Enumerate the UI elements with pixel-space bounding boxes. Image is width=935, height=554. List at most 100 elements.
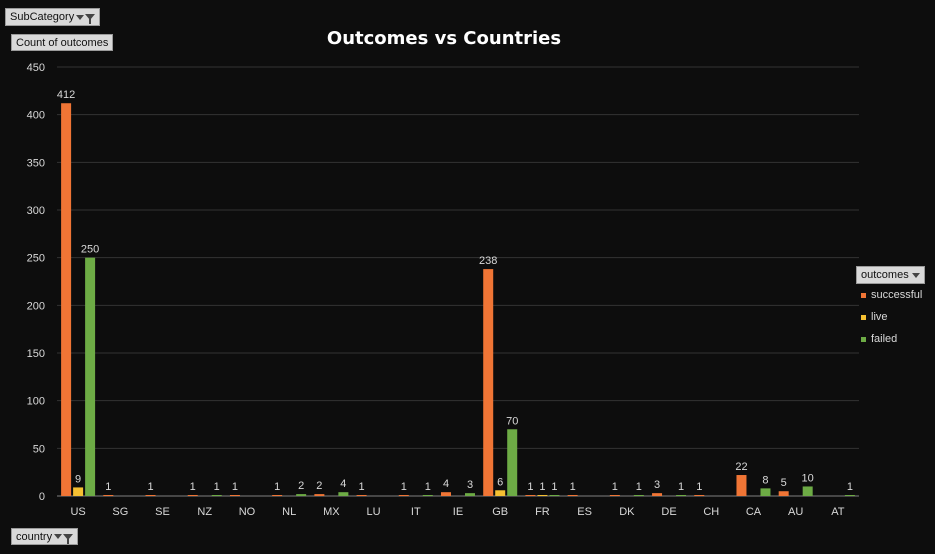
bar-live bbox=[495, 490, 506, 496]
country-axis-field-label: country bbox=[16, 530, 53, 543]
x-tick-label: NO bbox=[239, 506, 256, 518]
data-label: 1 bbox=[232, 481, 238, 493]
bar-successful bbox=[356, 495, 367, 496]
x-tick-label: MX bbox=[323, 506, 340, 518]
data-label: 1 bbox=[847, 481, 853, 493]
bar-failed bbox=[549, 495, 560, 496]
bar-successful bbox=[778, 491, 789, 496]
filter-icon bbox=[54, 533, 73, 544]
data-label: 1 bbox=[147, 481, 153, 493]
bar-successful bbox=[441, 492, 451, 496]
y-tick-label: 350 bbox=[27, 157, 45, 169]
data-label: 10 bbox=[802, 472, 814, 484]
bar-successful bbox=[398, 495, 409, 496]
y-tick-label: 400 bbox=[27, 110, 45, 122]
x-tick-label: CA bbox=[746, 506, 762, 518]
x-tick-label: SG bbox=[112, 506, 128, 518]
x-tick-label: IE bbox=[453, 506, 463, 518]
legend-item-successful: successful bbox=[861, 289, 922, 301]
data-label: 1 bbox=[401, 481, 407, 493]
y-tick-label: 50 bbox=[33, 443, 45, 455]
data-label: 1 bbox=[678, 481, 684, 493]
bar-live bbox=[537, 495, 548, 496]
country-axis-field-button[interactable]: country bbox=[11, 528, 78, 545]
x-tick-label: GB bbox=[492, 506, 508, 518]
data-label: 1 bbox=[612, 481, 618, 493]
data-label: 1 bbox=[696, 481, 702, 493]
subcategory-filter-label: SubCategory bbox=[10, 11, 75, 23]
y-tick-label: 300 bbox=[27, 205, 45, 217]
x-tick-label: US bbox=[70, 506, 85, 518]
bar-failed bbox=[211, 495, 222, 496]
bar-successful bbox=[314, 494, 325, 496]
data-label: 2 bbox=[298, 480, 304, 492]
y-tick-label: 250 bbox=[27, 253, 45, 265]
bar-successful bbox=[736, 475, 747, 496]
data-label: 3 bbox=[654, 479, 660, 491]
data-label: 1 bbox=[359, 481, 365, 493]
data-label: 238 bbox=[479, 255, 497, 267]
bar-live bbox=[73, 487, 84, 496]
x-tick-label: ES bbox=[577, 506, 592, 518]
data-label: 1 bbox=[636, 481, 642, 493]
data-label: 6 bbox=[497, 476, 503, 488]
legend-label: successful bbox=[871, 289, 923, 301]
bar-successful bbox=[525, 495, 536, 496]
bar-failed bbox=[296, 494, 307, 496]
bar-failed bbox=[85, 257, 96, 496]
data-label: 5 bbox=[781, 477, 787, 489]
bar-successful bbox=[483, 269, 494, 496]
subcategory-filter-button[interactable]: SubCategory bbox=[5, 8, 100, 26]
value-field-button[interactable]: Count of outcomes bbox=[11, 34, 114, 51]
bar-failed bbox=[465, 493, 475, 496]
bar-failed bbox=[422, 495, 433, 496]
x-tick-label: LU bbox=[367, 506, 381, 518]
data-label: 70 bbox=[506, 415, 518, 427]
legend-swatch bbox=[861, 314, 866, 320]
filter-icon bbox=[76, 14, 95, 24]
x-tick-label: NL bbox=[282, 506, 296, 518]
bar-successful bbox=[694, 495, 705, 496]
y-tick-label: 150 bbox=[27, 348, 45, 360]
data-label: 1 bbox=[274, 481, 280, 493]
data-label: 4 bbox=[443, 478, 449, 490]
data-label: 3 bbox=[467, 479, 473, 491]
data-label: 2 bbox=[316, 480, 322, 492]
bar-successful bbox=[145, 495, 156, 496]
x-tick-label: SE bbox=[155, 506, 170, 518]
legend-field-label: outcomes bbox=[861, 269, 909, 281]
bar-failed bbox=[507, 429, 518, 496]
data-label: 4 bbox=[340, 478, 346, 490]
x-tick-label: IT bbox=[411, 506, 421, 518]
data-label: 1 bbox=[527, 481, 533, 493]
data-label: 1 bbox=[425, 481, 431, 493]
legend-item-failed: failed bbox=[861, 333, 897, 345]
bar-failed bbox=[760, 488, 771, 496]
data-label: 1 bbox=[570, 481, 576, 493]
legend-swatch bbox=[861, 336, 866, 342]
bar-failed bbox=[338, 492, 349, 496]
legend-field-button[interactable]: outcomes bbox=[856, 266, 925, 284]
bar-failed bbox=[802, 486, 813, 496]
x-tick-label: NZ bbox=[197, 506, 212, 518]
data-label: 1 bbox=[551, 481, 557, 493]
dropdown-arrow-icon bbox=[912, 272, 920, 278]
bar-successful bbox=[272, 495, 283, 496]
y-tick-label: 0 bbox=[39, 491, 45, 503]
bar-successful bbox=[61, 103, 72, 496]
y-tick-label: 450 bbox=[27, 62, 45, 74]
bar-successful bbox=[609, 495, 620, 496]
data-label: 1 bbox=[539, 481, 545, 493]
data-label: 9 bbox=[75, 473, 81, 485]
data-label: 22 bbox=[735, 461, 747, 473]
bar-failed bbox=[633, 495, 644, 496]
bar-successful bbox=[229, 495, 240, 496]
data-label: 1 bbox=[190, 481, 196, 493]
data-label: 250 bbox=[81, 244, 99, 256]
x-tick-label: FR bbox=[535, 506, 550, 518]
bar-successful bbox=[567, 495, 578, 496]
bar-failed bbox=[844, 495, 855, 496]
x-tick-label: AT bbox=[831, 506, 845, 518]
chart-title: Outcomes vs Countries bbox=[327, 28, 561, 49]
